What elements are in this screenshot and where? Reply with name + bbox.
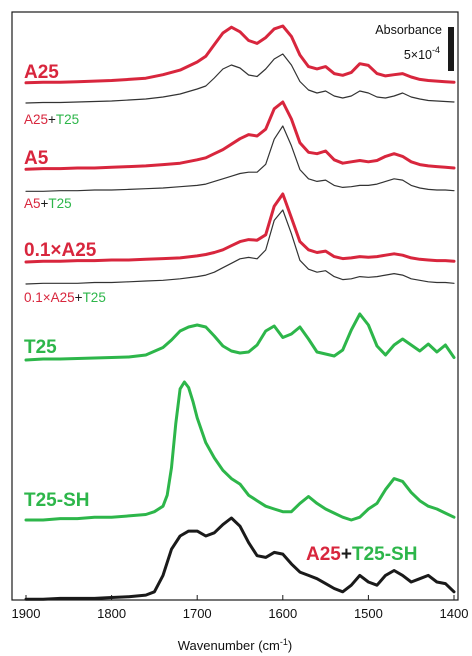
x-tick-label: 1700 [183,606,212,621]
series-layer [24,24,456,601]
series-label-9: A25+T25-SH [306,544,417,565]
series-label-6: 0.1×A25+T25 [24,290,106,305]
series-line-3 [24,100,456,171]
series-line-4 [25,125,455,192]
x-tick-label: 1600 [268,606,297,621]
series-label-7: T25 [24,337,57,358]
absorbance-scale-bar: Absorbance 5×10-4 [375,23,454,71]
series-label-3: A5 [24,148,49,169]
series-label-5: 0.1×A25 [24,240,97,261]
x-tick-label: 1400 [440,606,469,621]
x-tick-label: 1800 [97,606,126,621]
series-line-9 [24,516,456,601]
series-line-1 [24,24,456,85]
x-tick-label: 1900 [12,606,41,621]
series-label-4: A5+T25 [24,196,72,211]
x-tick-label: 1500 [354,606,383,621]
x-axis-title: Wavenumber (cm-1) [178,637,292,653]
plot-frame [11,11,459,601]
series-line-6 [25,209,455,285]
series-labels: A25 A25+T25 A5 A5+T25 0.1×A25 0.1×A25+T25 T25 T… [24,62,417,565]
scale-bar-value: 5×10-4 [404,45,440,62]
series-line-2 [25,53,455,104]
scale-bar-rect [448,27,454,71]
series-label-1: A25 [24,62,59,83]
series-line-8 [24,380,456,522]
x-axis: 1900 1800 1700 1600 1500 1400 [12,595,469,621]
series-line-5 [24,192,456,264]
series-label-8: T25-SH [24,490,89,511]
series-label-2: A25+T25 [24,112,79,127]
scale-bar-title: Absorbance [375,23,442,37]
series-line-7 [24,312,456,362]
